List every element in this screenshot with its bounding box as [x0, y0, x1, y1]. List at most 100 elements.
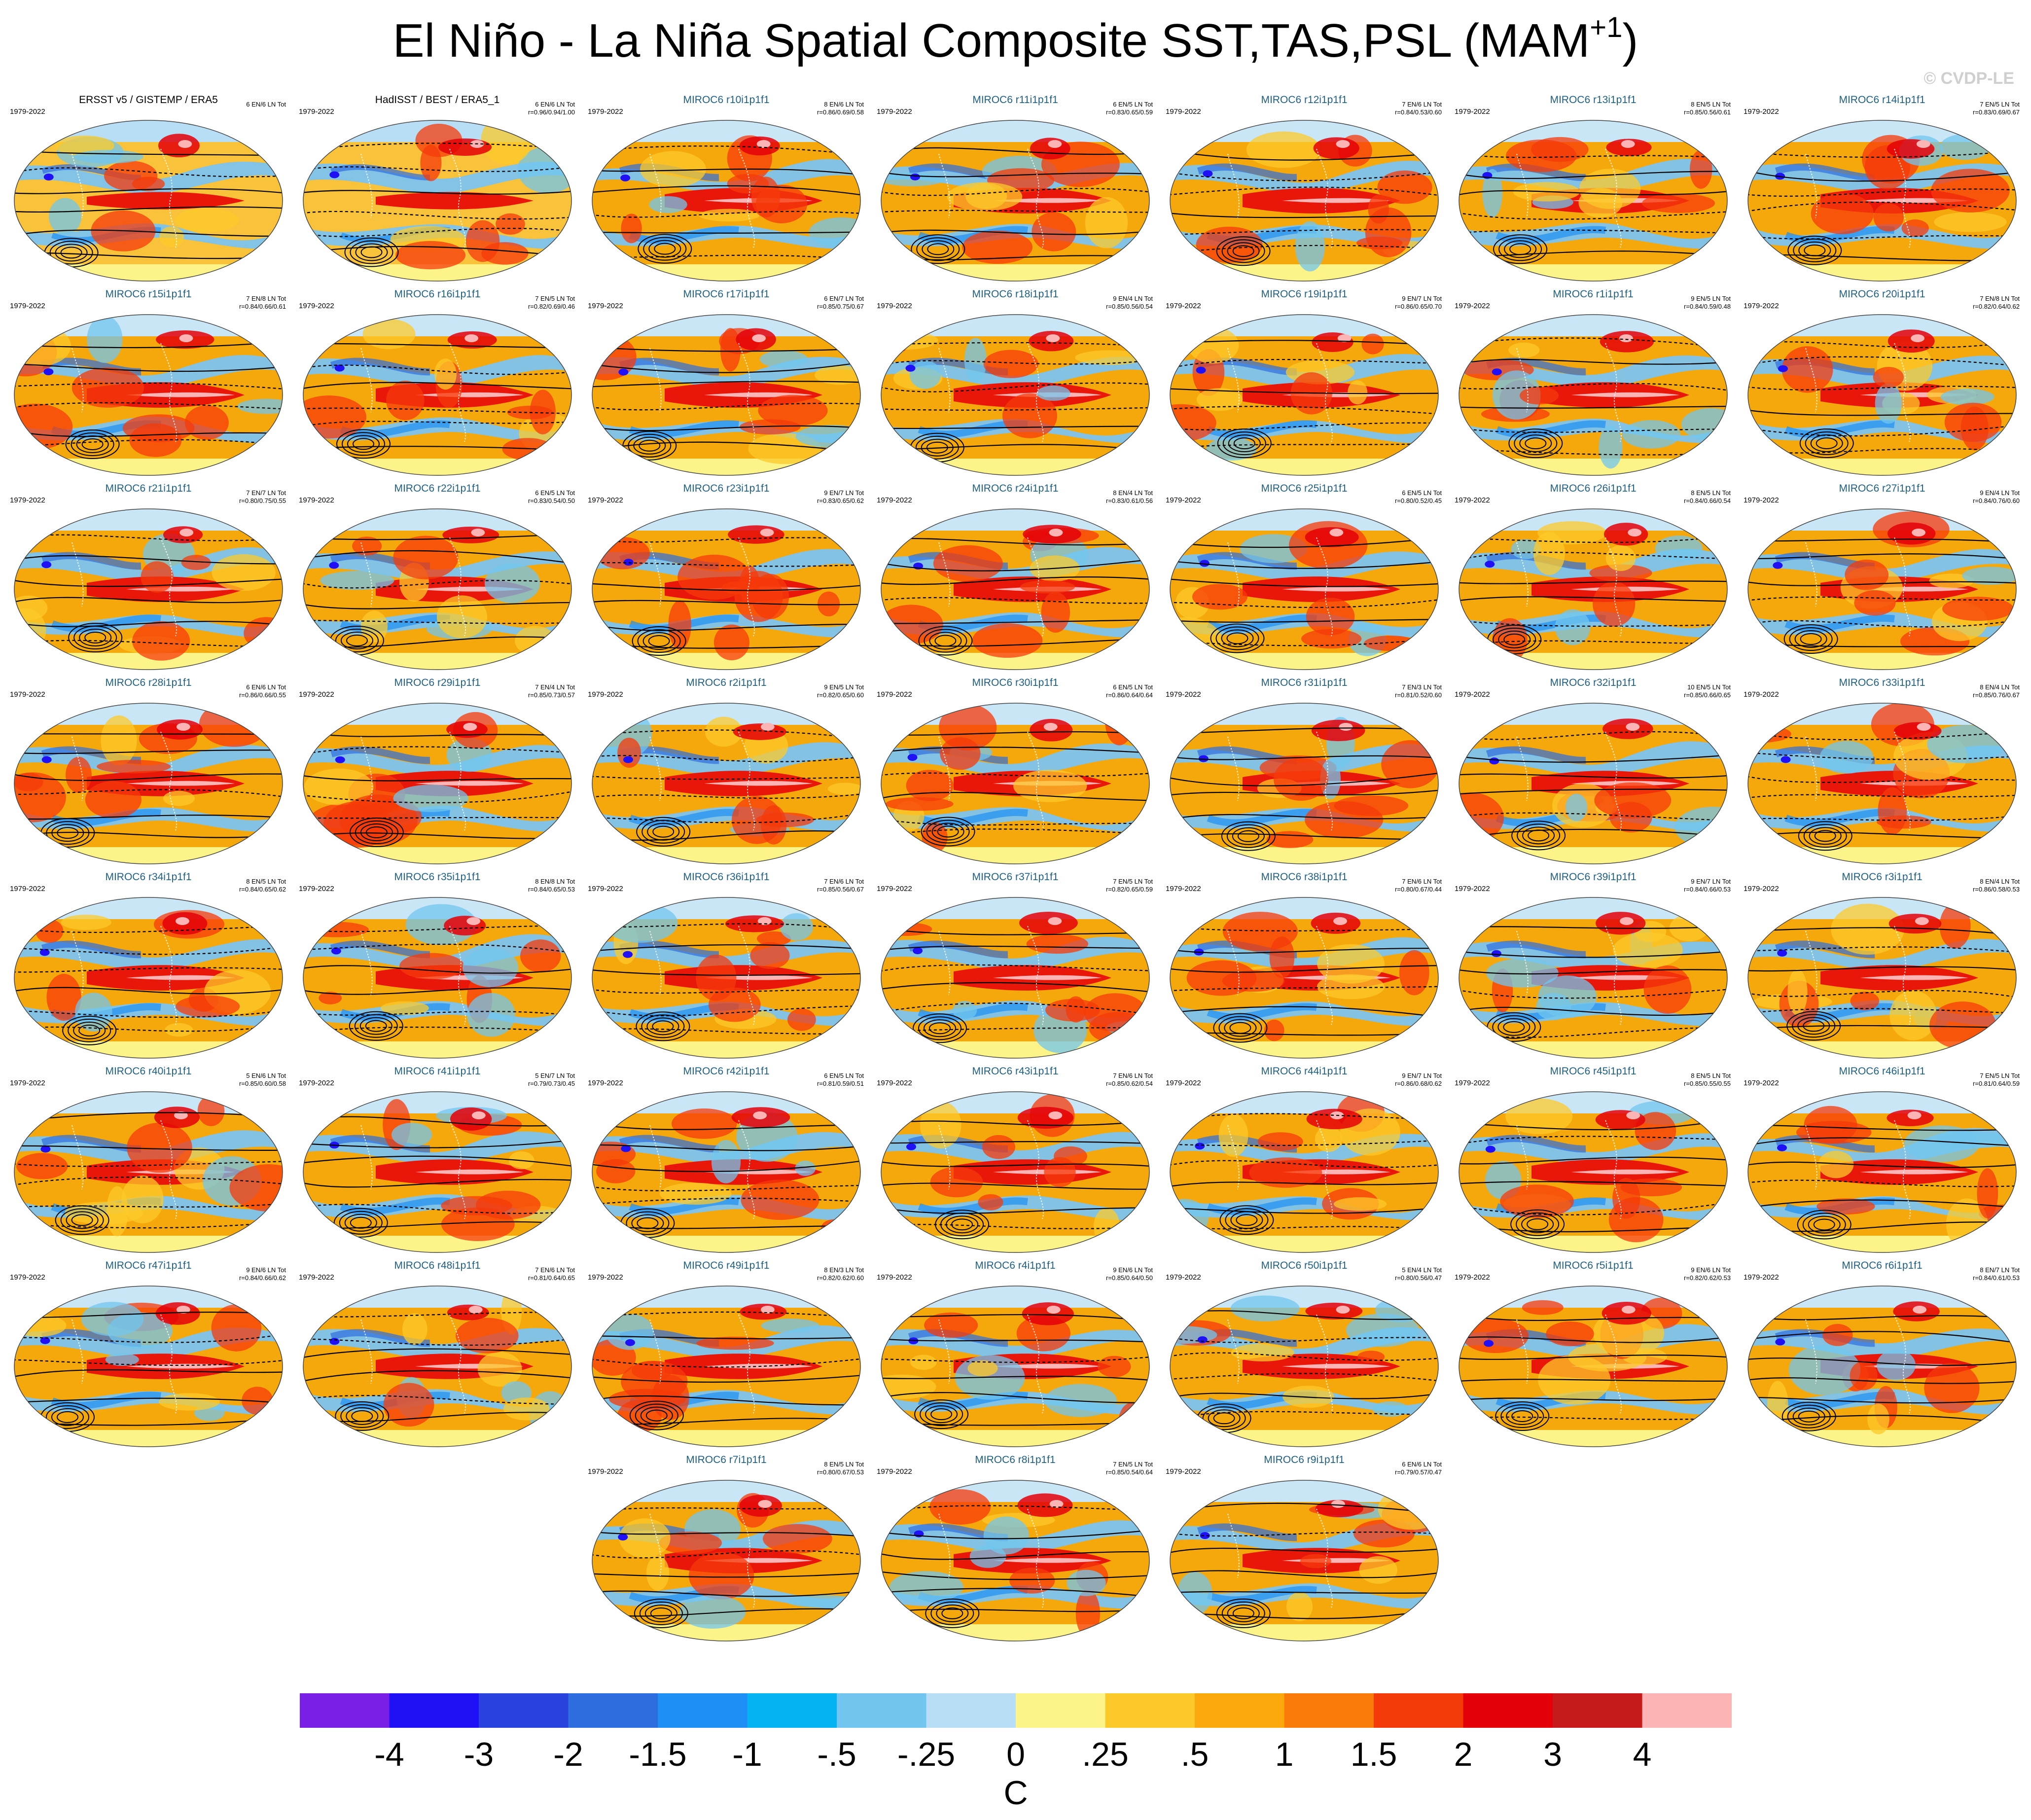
- composite-panel: MIROC6 r26i1p1f1 1979-2022 8 EN/5 LN Tot r=…: [1449, 482, 1738, 676]
- panel-event-counts: 7 EN/8 LN Tot: [1980, 295, 2020, 302]
- panel-event-counts: 6 EN/7 LN Tot: [824, 295, 864, 302]
- panel-period: 1979-2022: [1455, 302, 1490, 310]
- panel-title: MIROC6 r38i1p1f1: [1261, 871, 1348, 883]
- panel-period: 1979-2022: [877, 885, 912, 893]
- map-panel-50: [881, 1480, 1150, 1642]
- colorbar-swatch: [1016, 1693, 1105, 1728]
- panel-pattern-correlation: r=0.83/0.65/0.59: [1105, 108, 1153, 116]
- composite-panel: MIROC6 r17i1p1f1 1979-2022 6 EN/7 LN Tot r=…: [582, 288, 871, 481]
- panel-event-counts: 9 EN/7 LN Tot: [1402, 295, 1442, 302]
- panel-event-counts: 7 EN/8 LN Tot: [246, 295, 286, 302]
- panel-period: 1979-2022: [10, 690, 45, 699]
- panel-period: 1979-2022: [1455, 107, 1490, 116]
- composite-panel: MIROC6 r25i1p1f1 1979-2022 6 EN/5 LN Tot r=…: [1160, 482, 1449, 676]
- panel-event-counts: 8 EN/5 LN Tot: [246, 878, 286, 885]
- panel-pattern-correlation: r=0.86/0.66/0.55: [239, 691, 286, 699]
- panel-event-counts: 7 EN/6 LN Tot: [1113, 1072, 1153, 1079]
- colorbar-swatch: [837, 1693, 926, 1728]
- panel-title: HadISST / BEST / ERA5_1: [375, 94, 500, 106]
- panel-title: MIROC6 r46i1p1f1: [1839, 1066, 1925, 1077]
- panel-pattern-correlation: r=0.80/0.52/0.45: [1394, 497, 1442, 504]
- composite-panel: MIROC6 r3i1p1f1 1979-2022 8 EN/4 LN Tot r=0…: [1738, 871, 2027, 1064]
- panel-pattern-correlation: r=0.85/0.64/0.50: [1105, 1274, 1153, 1282]
- map-panel-51: [1170, 1480, 1439, 1642]
- composite-panel: MIROC6 r46i1p1f1 1979-2022 7 EN/5 LN Tot r=…: [1738, 1065, 2027, 1258]
- panel-event-counts: 10 EN/5 LN Tot: [1687, 683, 1731, 691]
- panel-event-counts: 7 EN/5 LN Tot: [1113, 1461, 1153, 1468]
- panel-title: MIROC6 r9i1p1f1: [1264, 1454, 1345, 1465]
- composite-panel: MIROC6 r21i1p1f1 1979-2022 7 EN/7 LN Tot r=…: [4, 482, 293, 676]
- panel-period: 1979-2022: [1166, 690, 1201, 699]
- panel-pattern-correlation: r=0.85/0.54/0.64: [1105, 1468, 1153, 1476]
- panel-event-counts: 7 EN/5 LN Tot: [1980, 101, 2020, 108]
- colorbar-tick-label: 2: [1454, 1736, 1473, 1773]
- panel-pattern-correlation: r=0.84/0.65/0.53: [528, 886, 575, 893]
- panel-event-counts: 9 EN/6 LN Tot: [1113, 1266, 1153, 1274]
- colorbar-swatch: [1463, 1693, 1553, 1728]
- panel-event-counts: 5 EN/7 LN Tot: [535, 1072, 575, 1079]
- panel-event-counts: 7 EN/5 LN Tot: [1113, 878, 1153, 885]
- panel-pattern-correlation: r=0.84/0.59/0.48: [1683, 303, 1731, 310]
- panel-period: 1979-2022: [10, 496, 45, 504]
- map-panel-7: [14, 314, 283, 476]
- panel-period: 1979-2022: [1166, 302, 1201, 310]
- panel-period: 1979-2022: [10, 302, 45, 310]
- composite-panel: MIROC6 r12i1p1f1 1979-2022 7 EN/6 LN Tot r=…: [1160, 94, 1449, 287]
- panel-period: 1979-2022: [1744, 1079, 1779, 1087]
- panel-title: MIROC6 r19i1p1f1: [1261, 288, 1348, 300]
- panel-pattern-correlation: r=0.84/0.53/0.60: [1394, 108, 1442, 116]
- panel-title: MIROC6 r20i1p1f1: [1839, 288, 1925, 300]
- panel-period: 1979-2022: [1455, 1079, 1490, 1087]
- panel-title: MIROC6 r50i1p1f1: [1261, 1260, 1348, 1271]
- composite-panel: MIROC6 r13i1p1f1 1979-2022 8 EN/5 LN Tot r=…: [1449, 94, 1738, 287]
- panel-pattern-correlation: r=0.85/0.66/0.65: [1683, 691, 1731, 699]
- panel-title: MIROC6 r24i1p1f1: [972, 483, 1059, 494]
- panel-period: 1979-2022: [299, 885, 334, 893]
- composite-panel: MIROC6 r30i1p1f1 1979-2022 6 EN/5 LN Tot r=…: [871, 677, 1160, 870]
- panel-event-counts: 7 EN/5 LN Tot: [535, 295, 575, 302]
- panel-period: 1979-2022: [588, 1079, 623, 1087]
- composite-panel: MIROC6 r39i1p1f1 1979-2022 9 EN/7 LN Tot r=…: [1449, 871, 1738, 1064]
- composite-panel: MIROC6 r27i1p1f1 1979-2022 9 EN/4 LN Tot r=…: [1738, 482, 2027, 676]
- map-panel-24: [881, 703, 1150, 864]
- map-panel-22: [303, 703, 572, 864]
- map-panel-12: [1459, 314, 1728, 476]
- panel-pattern-correlation: r=0.85/0.62/0.54: [1105, 1080, 1153, 1087]
- panel-period: 1979-2022: [1166, 1079, 1201, 1087]
- map-panel-0: [14, 120, 283, 282]
- colorbar-tick-label: 4: [1633, 1736, 1652, 1773]
- composite-panel: MIROC6 r9i1p1f1 1979-2022 6 EN/6 LN Tot r=0…: [1160, 1454, 1449, 1647]
- composite-panel: MIROC6 r14i1p1f1 1979-2022 7 EN/5 LN Tot r=…: [1738, 94, 2027, 287]
- panel-event-counts: 8 EN/5 LN Tot: [1691, 489, 1731, 497]
- panel-event-counts: 6 EN/5 LN Tot: [1402, 489, 1442, 497]
- colorbar-swatch: [300, 1693, 390, 1728]
- panel-event-counts: 6 EN/6 LN Tot: [246, 683, 286, 691]
- map-panel-38: [881, 1091, 1150, 1253]
- colorbar-tick-label: -3: [463, 1736, 494, 1773]
- panel-pattern-correlation: r=0.83/0.69/0.67: [1972, 108, 2020, 116]
- panel-period: 1979-2022: [1455, 496, 1490, 504]
- panel-event-counts: 9 EN/7 LN Tot: [1402, 1072, 1442, 1079]
- panel-event-counts: 6 EN/5 LN Tot: [1113, 101, 1153, 108]
- panel-period: 1979-2022: [588, 302, 623, 310]
- colorbar-swatch: [658, 1693, 748, 1728]
- panel-title: MIROC6 r2i1p1f1: [686, 677, 767, 688]
- composite-panel: MIROC6 r19i1p1f1 1979-2022 9 EN/7 LN Tot r=…: [1160, 288, 1449, 481]
- panel-period: 1979-2022: [10, 1273, 45, 1282]
- panel-period: 1979-2022: [1166, 885, 1201, 893]
- panel-pattern-correlation: r=0.79/0.57/0.47: [1394, 1468, 1442, 1476]
- panel-pattern-correlation: r=0.80/0.67/0.53: [817, 1468, 864, 1476]
- composite-panel: MIROC6 r6i1p1f1 1979-2022 8 EN/7 LN Tot r=0…: [1738, 1259, 2027, 1453]
- map-panel-1: [303, 120, 572, 282]
- composite-panel: MIROC6 r41i1p1f1 1979-2022 5 EN/7 LN Tot r=…: [293, 1065, 582, 1258]
- panel-event-counts: 8 EN/3 LN Tot: [824, 1266, 864, 1274]
- panel-title: MIROC6 r42i1p1f1: [683, 1066, 770, 1077]
- colorbar: [300, 1693, 1732, 1728]
- composite-panel: MIROC6 r44i1p1f1 1979-2022 9 EN/7 LN Tot r=…: [1160, 1065, 1449, 1258]
- panel-pattern-correlation: r=0.86/0.58/0.53: [1972, 886, 2020, 893]
- composite-panel: MIROC6 r45i1p1f1 1979-2022 8 EN/5 LN Tot r=…: [1449, 1065, 1738, 1258]
- panel-event-counts: 9 EN/7 LN Tot: [824, 489, 864, 497]
- panel-pattern-correlation: r=0.84/0.66/0.53: [1683, 886, 1731, 893]
- colorbar-tick-label: 1: [1275, 1736, 1294, 1773]
- map-panel-30: [592, 897, 861, 1059]
